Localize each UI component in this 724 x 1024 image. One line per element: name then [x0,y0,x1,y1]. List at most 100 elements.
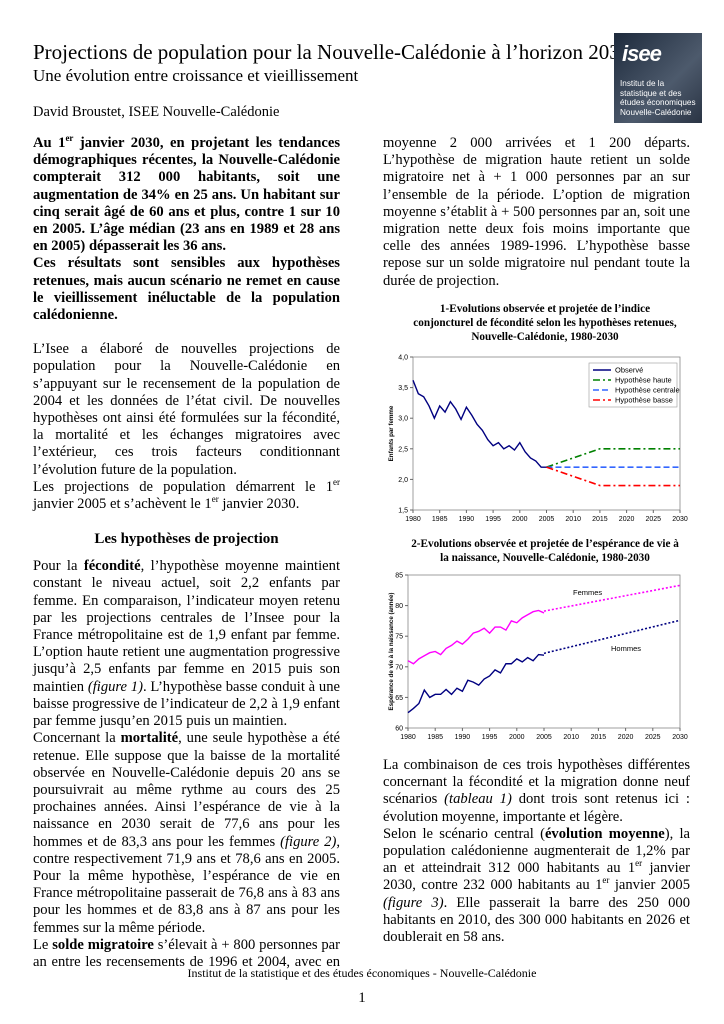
legend-label: Hypothèse haute [615,376,672,385]
x-tick-label: 1990 [459,516,475,523]
y-tick-label: 3,0 [398,416,408,423]
sup: er [602,875,610,886]
y-tick-label: 2,0 [398,477,408,484]
text: dont trois sont retenus ici : évolution … [383,791,690,825]
text: janvier 2030, en projetant les tendances… [33,135,340,255]
figure-title: 1-Evolutions observée et projetée de l’i… [413,303,677,343]
paragraph: Ces résultats sont sensibles aux hypothè… [33,255,340,324]
y-tick-label: 60 [395,726,403,733]
text: , une seule hypothèse a été retenue. Ell… [33,730,340,850]
series-line [543,619,681,655]
subtitle: Une évolution entre croissance et vieill… [33,66,359,85]
y-axis-title: Enfants par femme [388,405,395,461]
series-label: Femmes [573,588,602,597]
y-tick-label: 70 [395,664,403,671]
logo: isee Institut de la statistique et des é… [614,33,702,123]
x-tick-label: 2000 [512,516,528,523]
text: Les projections de population démarrent … [33,478,333,495]
text: janvier 2005 [609,877,690,894]
legend-label: Observé [615,366,643,375]
paragraph: Selon le scénario central (évolution moy… [383,826,690,946]
section-heading: Les hypothèses de projection [94,531,279,548]
text: , contre respectivement 71,9 ans et 78,6… [33,833,340,936]
right-column-bottom: La combinaison de ces trois hypothèses d… [383,757,690,946]
text: Pour la [33,558,84,575]
sup: er [211,494,219,505]
figure-title: 2-Evolutions observée et projetée de l’e… [411,538,679,564]
y-tick-label: 3,5 [398,385,408,392]
sup: er [635,858,643,869]
x-tick-label: 2025 [646,516,662,523]
y-tick-label: 2,5 [398,446,408,453]
bold: mortalité [120,730,179,747]
title: Projections de population pour la Nouvel… [33,40,631,64]
text: Concernant la [33,730,121,747]
sup: er [65,133,74,143]
series-line [546,448,680,468]
x-tick-label: 2000 [509,734,525,741]
text: . L’hypothèse basse conduit à une baisse… [33,678,340,730]
x-tick-label: 1985 [427,734,443,741]
x-tick-label: 2030 [672,734,688,741]
text: janvier 2030, contre 232 000 habitants a… [383,860,690,894]
left-column: Au 1er janvier 2030, en projetant les te… [33,133,340,971]
legend-label: Hypothèse centrale [615,386,680,395]
x-tick-label: 1980 [400,734,416,741]
text: janvier 2005 et s’achèvent le 1 [33,496,212,513]
bold: solde migratoire [52,936,154,953]
x-tick-label: 2020 [619,516,635,523]
x-tick-label: 2015 [592,516,608,523]
italic: (figure 3) [383,894,444,911]
series-label: Hommes [611,644,641,653]
paragraph: Pour la fécondité, l’hypothèse moyenne m… [33,558,340,730]
x-tick-label: 2005 [539,516,555,523]
paragraph: Au 1er janvier 2030, en projetant les te… [33,133,340,255]
text: Le [33,936,53,953]
x-tick-label: 2005 [536,734,552,741]
bold: évolution moyenne [544,825,665,842]
x-tick-label: 2010 [563,734,579,741]
series-line [546,466,680,487]
footer: Institut de la statistique et des études… [187,966,537,980]
x-tick-label: 2015 [591,734,607,741]
author: David Broustet, ISEE Nouvelle-Calédonie [33,104,280,120]
y-tick-label: 85 [395,573,403,580]
series-line [412,380,547,468]
text: La combinaison de ces trois hypothèses d… [383,757,690,808]
x-tick-label: 2020 [618,734,634,741]
paragraph: L’Isee a élaboré de nouvelles projection… [33,341,340,478]
x-tick-label: 1995 [485,516,501,523]
x-tick-label: 2010 [565,516,581,523]
sup: er [333,476,340,487]
series-line [543,584,681,612]
paragraph: Le solde migratoire s’élevait à + 800 pe… [33,937,340,971]
italic: (figure 1) [87,678,143,695]
logo-text: Institut de la statistique et des études… [620,79,696,117]
page-number: 1 [358,990,366,1006]
x-tick-label: 1985 [432,516,448,523]
italic: (tableau 1) [444,791,512,808]
y-axis-title: Espérance de vie à la naissance (année) [388,593,395,711]
y-tick-label: 1,5 [398,508,408,515]
x-tick-label: 1980 [405,516,421,523]
legend-label: Hypothèse basse [615,396,673,405]
paragraph: Concernant la mortalité, une seule hypot… [33,730,340,936]
text: Au 1 [33,135,66,151]
x-tick-label: 1995 [482,734,498,741]
chart: 1,5 2,0 2,5 3,0 3,5 4,0 1980 1985 1990 1995 2000 20… [388,355,688,524]
text: ), la population calédonienne augmentera… [383,825,691,877]
bold: fécondité [83,558,141,575]
x-tick-label: 1990 [455,734,471,741]
y-tick-label: 75 [395,634,403,641]
series-line [407,609,545,665]
right-column-top: moyenne 2 000 arrivées et 1 200 départs.… [383,135,690,290]
y-tick-label: 65 [395,695,403,702]
text: . Elle passerait la barre des 250 000 ha… [383,894,691,946]
x-tick-label: 2025 [645,734,661,741]
text: janvier 2030. [218,496,300,513]
logo-mark: isee [622,41,662,66]
paragraph: La combinaison de ces trois hypothèses d… [383,757,690,826]
text: , l’hypothèse moyenne maintient constant… [33,558,340,695]
text: Selon le scénario central ( [383,825,545,842]
